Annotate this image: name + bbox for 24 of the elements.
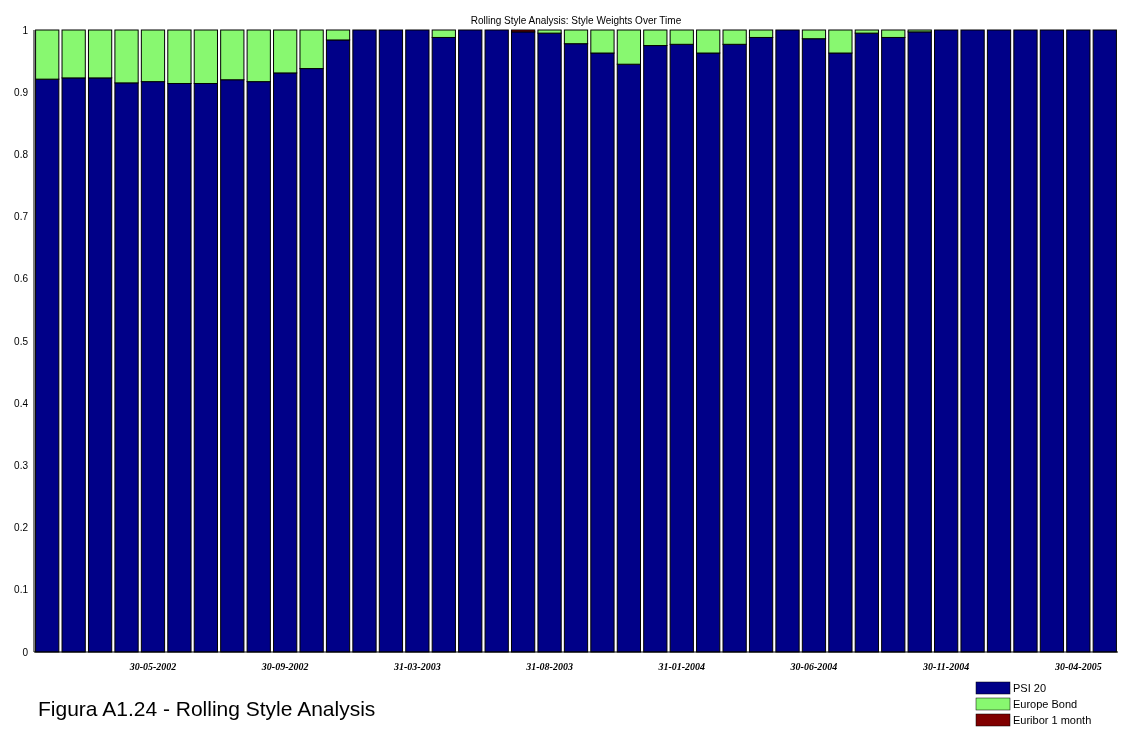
x-tick-label: 30-04-2005 bbox=[1054, 661, 1102, 672]
y-tick-label: 0.9 bbox=[14, 86, 29, 98]
x-tick-label: 31-01-2004 bbox=[657, 661, 706, 672]
y-tick-label: 0.5 bbox=[14, 335, 29, 347]
legend-label: Euribor 1 month bbox=[1013, 713, 1092, 726]
y-tick-label: 0.8 bbox=[14, 148, 29, 160]
x-tick-label: 30-11-2004 bbox=[922, 661, 970, 672]
y-tick-label: 0.1 bbox=[14, 584, 29, 596]
y-tick-label: 0 bbox=[22, 646, 29, 658]
text: Figura A1.24 - Rolling Style Analysis bbox=[38, 697, 376, 720]
y-tick-label: 0.4 bbox=[14, 397, 29, 409]
x-tick-label: 30-05-2002 bbox=[128, 661, 177, 672]
legend-label: Europe Bond bbox=[1013, 697, 1078, 710]
y-tick-label: 0.3 bbox=[14, 459, 29, 471]
x-tick-label: 31-08-2003 bbox=[525, 661, 573, 672]
y-tick-label: 0.6 bbox=[14, 273, 29, 285]
y-tick-label: 0.7 bbox=[14, 211, 29, 223]
chart-title: Rolling Style Analysis: Style Weights Over Time bbox=[470, 15, 682, 26]
legend-label: PSI 20 bbox=[1013, 681, 1047, 694]
x-tick-label: 30-09-2002 bbox=[260, 661, 309, 672]
x-tick-label: 30-06-2004 bbox=[789, 661, 838, 672]
y-tick-label: 1 bbox=[22, 24, 29, 36]
x-tick-label: 31-03-2003 bbox=[393, 661, 441, 672]
y-tick-label: 0.2 bbox=[14, 522, 29, 534]
